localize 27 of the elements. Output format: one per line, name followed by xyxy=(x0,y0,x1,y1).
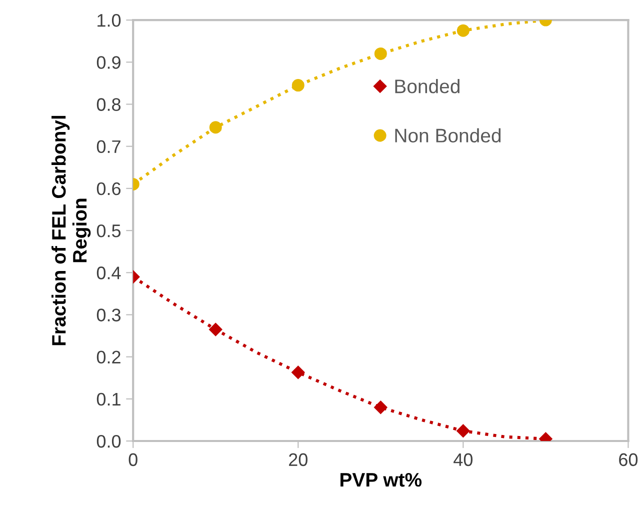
y-tick-label: 0.2 xyxy=(96,350,120,364)
x-tick-label: 40 xyxy=(454,453,473,466)
y-tick-label: 0.4 xyxy=(96,266,121,280)
point xyxy=(292,79,304,92)
point xyxy=(456,24,470,37)
legend-label: Bonded xyxy=(395,78,460,94)
legend-label: Non Bonded xyxy=(395,128,501,142)
y-tick-label: 0.7 xyxy=(96,140,120,154)
x-tick-label: 20 xyxy=(289,453,308,466)
y-tick-label: 0.9 xyxy=(96,56,120,69)
x-axis-title: PVP wt% xyxy=(340,472,422,487)
x-tick-label: 0 xyxy=(128,453,138,466)
y-tick-label: 0.6 xyxy=(96,182,121,196)
point xyxy=(456,424,470,438)
point xyxy=(209,121,222,134)
y-tick-label: 1.0 xyxy=(98,14,121,27)
y-axis-title: Fraction of FEL Carbonyl Region xyxy=(51,116,91,346)
y-tick-label: 0.5 xyxy=(96,224,121,238)
y-tick-label: 0.0 xyxy=(96,434,121,448)
point xyxy=(374,47,387,60)
y-tick-label: 0.8 xyxy=(96,98,121,111)
point xyxy=(209,322,222,336)
x-tick-label: 60 xyxy=(619,453,638,466)
point xyxy=(374,400,388,414)
point xyxy=(292,366,305,379)
y-tick-label: 0.3 xyxy=(96,308,121,322)
y-tick-label: 0.1 xyxy=(96,392,120,406)
